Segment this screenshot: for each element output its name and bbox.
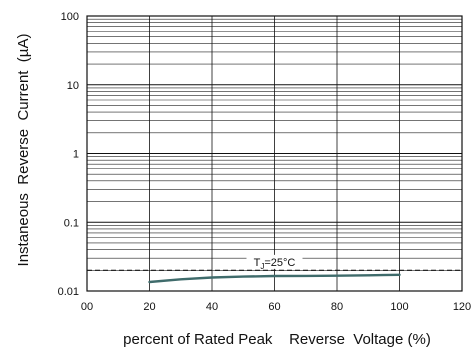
y-tick-label: 1 — [73, 149, 79, 161]
temperature-annotation: TJ=25°C — [246, 254, 303, 271]
y-tick-label: 0.01 — [58, 286, 79, 298]
x-tick-label: 40 — [206, 301, 218, 313]
x-tick-label: 20 — [143, 301, 155, 313]
annotation-background — [246, 254, 303, 269]
x-tick-labels: 00 20 40 60 80 100 120 — [81, 301, 471, 313]
y-tick-labels: 0.01 0.1 1 10 100 — [58, 11, 79, 298]
y-axis-label: Instaneous Reverse Current (µA) — [15, 34, 32, 267]
annotation-text: TJ=25°C — [254, 257, 296, 271]
x-tick-label: 120 — [453, 301, 471, 313]
series-group — [148, 273, 401, 284]
x-tick-label: 80 — [331, 301, 343, 313]
y-tick-label: 0.1 — [64, 217, 79, 229]
y-tick-label: 100 — [61, 11, 79, 23]
x-axis-label: percent of Rated Peak Reverse Voltage (%… — [123, 331, 431, 348]
plot-frame — [86, 15, 463, 292]
x-tick-label: 100 — [390, 301, 408, 313]
x-tick-label: 60 — [268, 301, 280, 313]
series-line — [148, 273, 401, 284]
y-tick-label: 10 — [67, 80, 79, 92]
x-tick-label: 00 — [81, 301, 93, 313]
